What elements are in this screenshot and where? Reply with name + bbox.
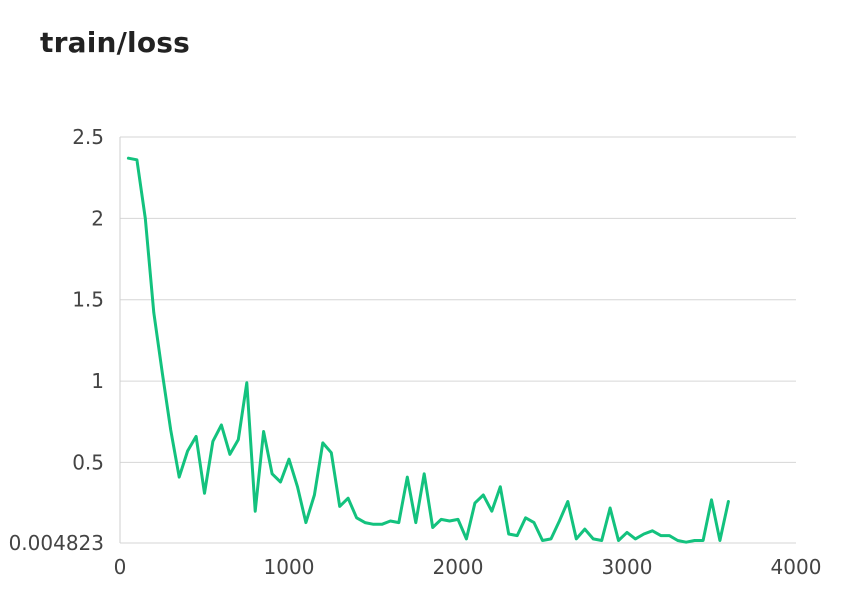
x-tick-label: 3000 [602,555,653,579]
y-tick-label: 2 [91,206,104,230]
y-tick-label: 2.5 [72,125,104,149]
y-tick-label: 1.5 [72,288,104,312]
y-tick-label: 0.004823 [9,531,104,555]
x-tick-label: 0 [114,555,127,579]
y-tick-label: 1 [91,369,104,393]
gridlines [119,136,796,544]
series-lines [126,156,730,544]
x-tick-label: 2000 [433,555,484,579]
x-tick-label: 4000 [771,555,822,579]
x-axis-tick-labels: 0 1000 2000 3000 4000 [114,555,822,579]
chart-title: train/loss [40,26,191,59]
y-axis-tick-labels: 0.004823 0.5 1 1.5 2 2.5 [9,125,104,555]
series-line-0 [126,156,730,544]
x-tick-label: 1000 [264,555,315,579]
y-tick-label: 0.5 [72,450,104,474]
